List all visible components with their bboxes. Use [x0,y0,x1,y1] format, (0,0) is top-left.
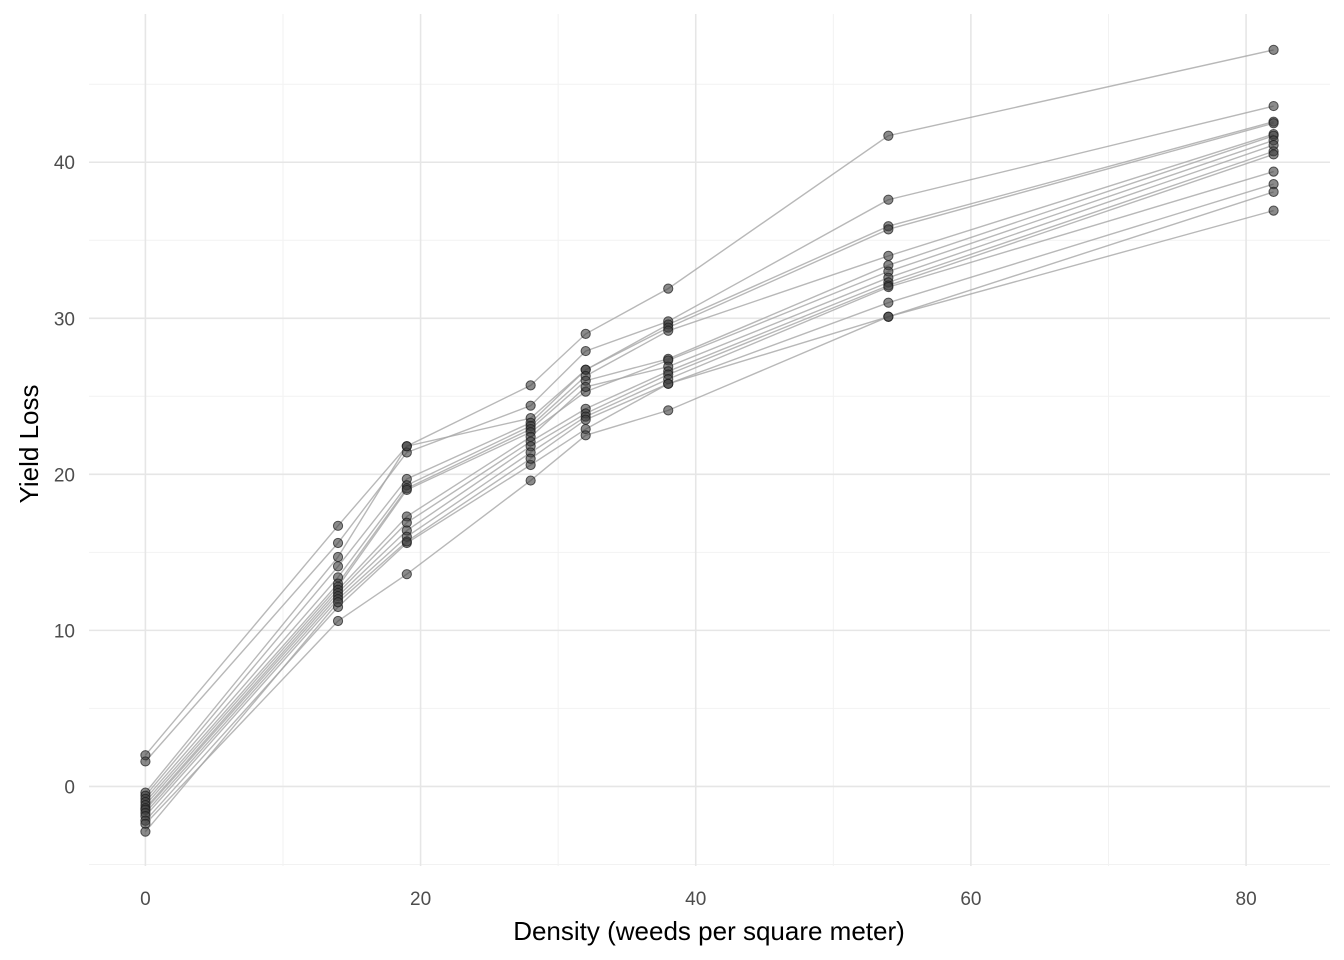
x-tick-label: 0 [140,889,151,910]
data-point [401,536,412,547]
series-line [144,153,1274,814]
data-point [883,194,894,205]
series-lines [144,49,1274,833]
series-line [144,122,1274,797]
data-point [1268,118,1279,129]
y-tick-label: 40 [54,153,75,174]
series-line [144,121,1274,794]
y-tick-label: 20 [54,465,75,486]
series-line [144,144,1274,809]
data-point [1268,205,1279,216]
y-tick-label: 0 [64,777,75,798]
data-point [140,826,151,837]
series-line [144,150,1274,811]
data-point [1268,44,1279,55]
data-point [883,311,894,322]
data-point [401,569,412,580]
series-line [144,135,1274,803]
grid [89,14,1330,866]
data-point [1268,149,1279,160]
data-point [140,756,151,767]
data-point [883,250,894,261]
x-tick-label: 80 [1236,889,1257,910]
y-tick-label: 30 [54,309,75,330]
data-point [332,520,344,531]
y-axis-title: Yield Loss [14,385,44,504]
data-point [580,430,591,441]
x-tick-label: 20 [410,889,431,910]
data-point [332,597,344,608]
series-line [144,183,1274,822]
data-point [1268,100,1279,112]
data-point [332,551,344,563]
data-point [883,297,894,308]
data-point [883,281,894,293]
data-point [663,378,674,389]
data-point [580,328,591,339]
x-tick-label: 40 [685,889,706,910]
x-axis-title: Density (weeds per square meter) [513,916,905,946]
y-tick-label: 10 [54,621,75,642]
series-line [144,49,1274,756]
data-point [663,405,674,416]
series-line [144,105,1274,762]
series-line [144,170,1274,817]
data-point [401,441,412,452]
data-point [1268,166,1279,177]
data-point [525,453,536,464]
series-line [144,191,1274,825]
data-point [883,130,894,141]
data-point [663,325,674,336]
x-axis-ticks: 0 20 40 60 80 [140,889,1257,910]
data-point [580,381,591,393]
data-point [401,484,412,496]
series-line [144,133,1274,800]
series-points [140,44,1279,837]
data-point [332,537,344,549]
data-point [1268,186,1279,197]
data-point [883,224,894,235]
series-line [144,209,1274,833]
data-point [663,283,674,294]
data-point [580,414,591,425]
data-point [580,345,591,357]
data-point [332,561,344,572]
y-axis-ticks: 0 10 20 30 40 [54,153,75,798]
data-point [525,475,536,486]
data-point [332,615,344,627]
x-tick-label: 60 [960,889,981,910]
data-point [525,400,536,411]
data-point [525,380,536,391]
